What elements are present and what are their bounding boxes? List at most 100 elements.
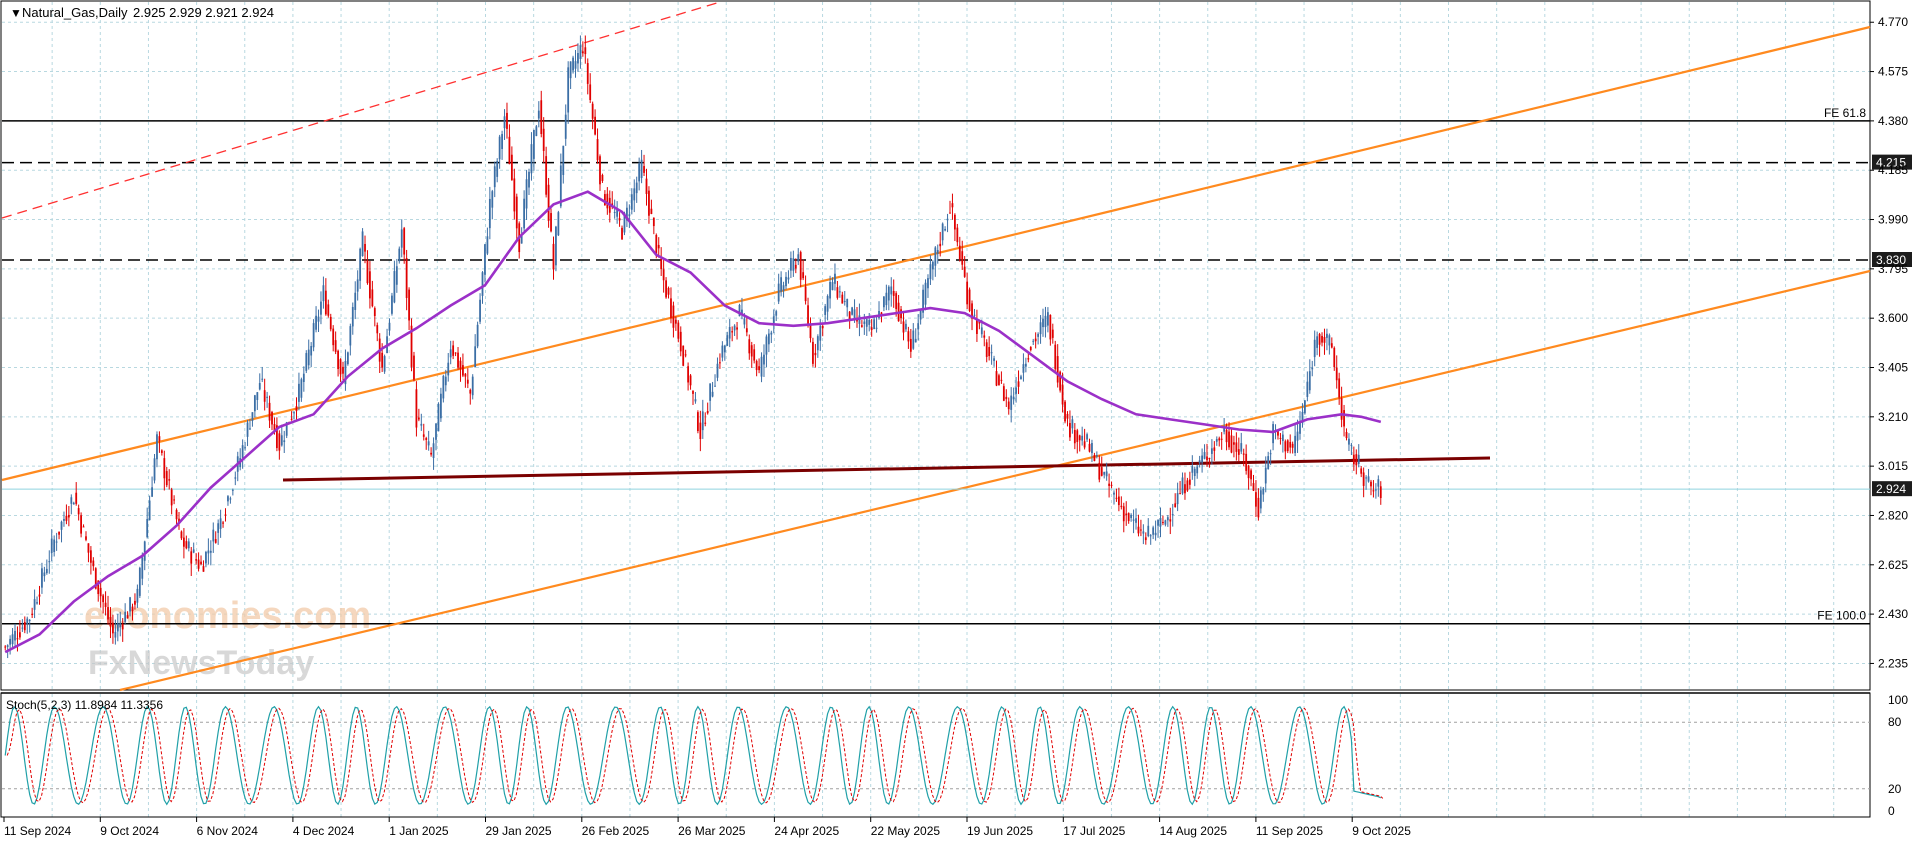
candle-body [1159, 518, 1162, 527]
candle-body [1169, 519, 1172, 522]
channel-lower [119, 269, 1871, 692]
candle-body [63, 518, 65, 521]
candle-body [290, 418, 293, 420]
candle-body [515, 196, 518, 229]
candle-body [102, 595, 105, 603]
candle-body [535, 126, 538, 137]
candle-body [381, 352, 384, 368]
candle-body [180, 531, 183, 539]
candle-body [1152, 527, 1155, 535]
candle-body [591, 103, 594, 119]
header-arrow-icon[interactable]: ▼ [10, 6, 22, 20]
candle-body [1071, 419, 1074, 429]
candle-body [121, 623, 124, 630]
candle-body [677, 322, 680, 339]
candle-body [990, 352, 993, 354]
candle-body [887, 286, 890, 301]
stoch-y-label: 0 [1888, 804, 1895, 818]
candle-body [748, 339, 751, 354]
candle-body [513, 178, 516, 212]
candle-body [652, 217, 655, 227]
candle-body [1245, 453, 1248, 471]
candle-body [951, 203, 954, 208]
candle-body [249, 428, 251, 430]
candle-body [1343, 410, 1345, 427]
candle-body [187, 541, 190, 549]
candle-body [831, 282, 834, 291]
candle-body [613, 212, 616, 214]
candle-body [1017, 381, 1020, 387]
candle-body [993, 358, 995, 361]
candle-body [1291, 443, 1294, 448]
candle-body [626, 207, 628, 221]
candle-body [1012, 396, 1015, 400]
candle-body [80, 515, 82, 534]
stoch-y-label: 80 [1888, 715, 1902, 729]
candle-body [1051, 329, 1054, 338]
candle-body [36, 602, 38, 604]
ma-layer [4, 190, 1382, 654]
candle-body [961, 251, 964, 265]
candle-body [767, 333, 770, 345]
candle-body [909, 338, 912, 352]
candle-body [337, 350, 339, 370]
candle-body [701, 411, 704, 431]
candle-body [141, 557, 144, 579]
y-tick-label: 3.405 [1878, 361, 1908, 375]
candle-body [760, 356, 763, 377]
candle-body [1225, 429, 1228, 443]
x-tick-label: 26 Feb 2025 [582, 824, 650, 838]
candle-body [1210, 448, 1213, 454]
candle-body [900, 309, 902, 319]
candle-body [1054, 344, 1057, 370]
y-tick-label: 4.185 [1878, 163, 1908, 177]
candle-body [143, 541, 146, 561]
candle-body [706, 410, 709, 414]
candle-body [564, 114, 567, 139]
candle-body [1186, 480, 1189, 491]
moving-average-line [4, 190, 1382, 654]
candle-body [679, 331, 682, 352]
candle-body [364, 243, 366, 252]
candle-body [471, 376, 474, 396]
candle-body [912, 330, 915, 349]
candle-body [173, 499, 176, 501]
candle-body [14, 630, 16, 641]
candle-body [420, 423, 423, 426]
candle-body [508, 136, 511, 165]
candle-body [1240, 443, 1243, 452]
candle-body [1335, 367, 1338, 381]
candle-body [1105, 471, 1108, 477]
candle-body [439, 393, 442, 419]
candle-body [875, 327, 878, 329]
candle-body [777, 283, 780, 302]
candle-body [1002, 386, 1005, 401]
candle-body [934, 247, 937, 266]
candle-body [596, 139, 599, 161]
candle-body [834, 273, 836, 284]
candle-body [251, 412, 254, 421]
candle-body [131, 606, 134, 612]
candle-body [94, 568, 97, 589]
candle-body [785, 276, 787, 287]
candle-body [716, 363, 719, 378]
candle-body [317, 316, 320, 322]
candle-body [848, 311, 851, 320]
stoch-main-line [4, 705, 1382, 806]
candle-body [956, 227, 959, 243]
candle-body [917, 323, 920, 330]
level-label-FE 61.8: FE 61.8 [1824, 106, 1866, 120]
candle-body [413, 355, 415, 380]
candle-body [692, 390, 694, 394]
candle-body [868, 319, 871, 325]
candle-body [599, 156, 601, 185]
candle-body [660, 258, 663, 270]
candle-body [574, 61, 577, 69]
candle-body [736, 327, 738, 330]
stoch-panel-frame [0, 692, 1871, 818]
candle-body [1284, 441, 1287, 452]
candle-body [763, 354, 765, 365]
candle-body [1352, 454, 1355, 465]
